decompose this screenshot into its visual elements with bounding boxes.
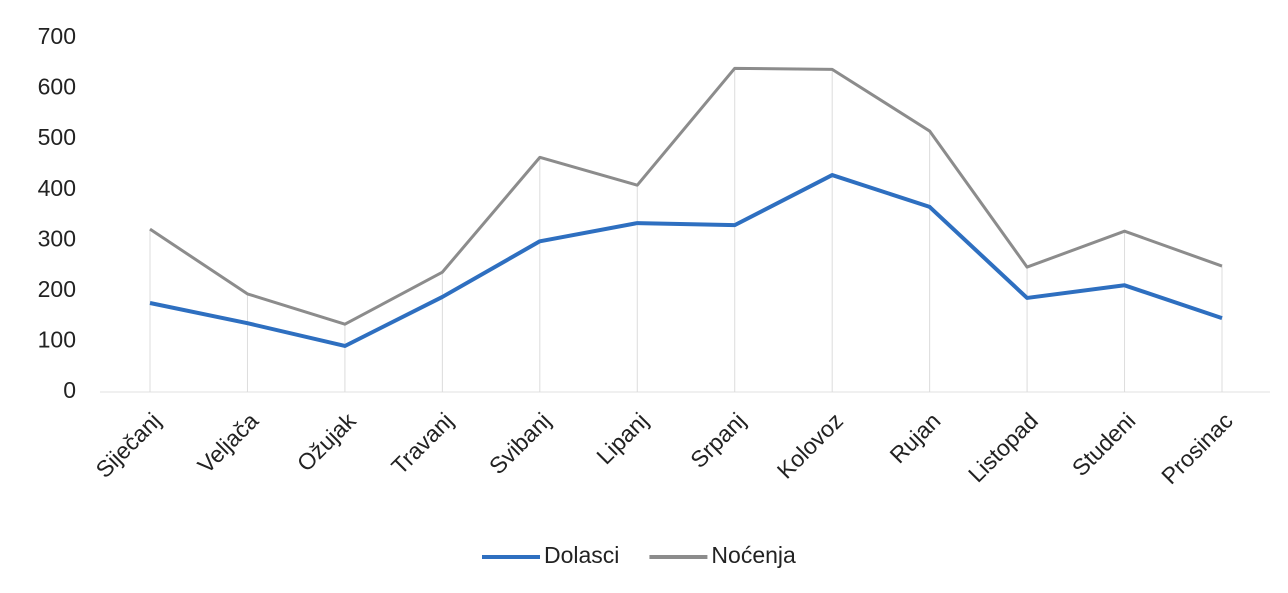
y-tick-label: 700 (38, 23, 76, 49)
x-tick-label: Rujan (885, 407, 946, 468)
x-tick-label: Kolovoz (772, 407, 848, 483)
legend-label: Dolasci (544, 542, 619, 568)
series-line (149, 173, 1223, 348)
x-tick-label: Lipanj (591, 407, 653, 469)
y-tick-label: 100 (38, 327, 76, 353)
x-tick-label: Travanj (386, 407, 458, 479)
x-tick-label: Ožujak (292, 407, 361, 476)
x-tick-label: Studeni (1067, 407, 1141, 481)
y-tick-label: 200 (38, 276, 76, 302)
y-tick-label: 600 (38, 74, 76, 100)
x-tick-label: Prosinac (1156, 407, 1238, 489)
x-tick-label: Svibanj (484, 407, 556, 479)
y-tick-label: 0 (63, 377, 76, 403)
x-tick-label: Veljača (192, 407, 263, 478)
series-line (149, 66, 1223, 326)
y-tick-label: 400 (38, 175, 76, 201)
x-tick-label: Srpanj (685, 407, 750, 472)
y-tick-label: 500 (38, 124, 76, 150)
legend-label: Noćenja (711, 542, 796, 568)
x-tick-label: Listopad (963, 407, 1043, 487)
y-tick-label: 300 (38, 225, 76, 251)
x-tick-label: Siječanj (90, 407, 165, 482)
